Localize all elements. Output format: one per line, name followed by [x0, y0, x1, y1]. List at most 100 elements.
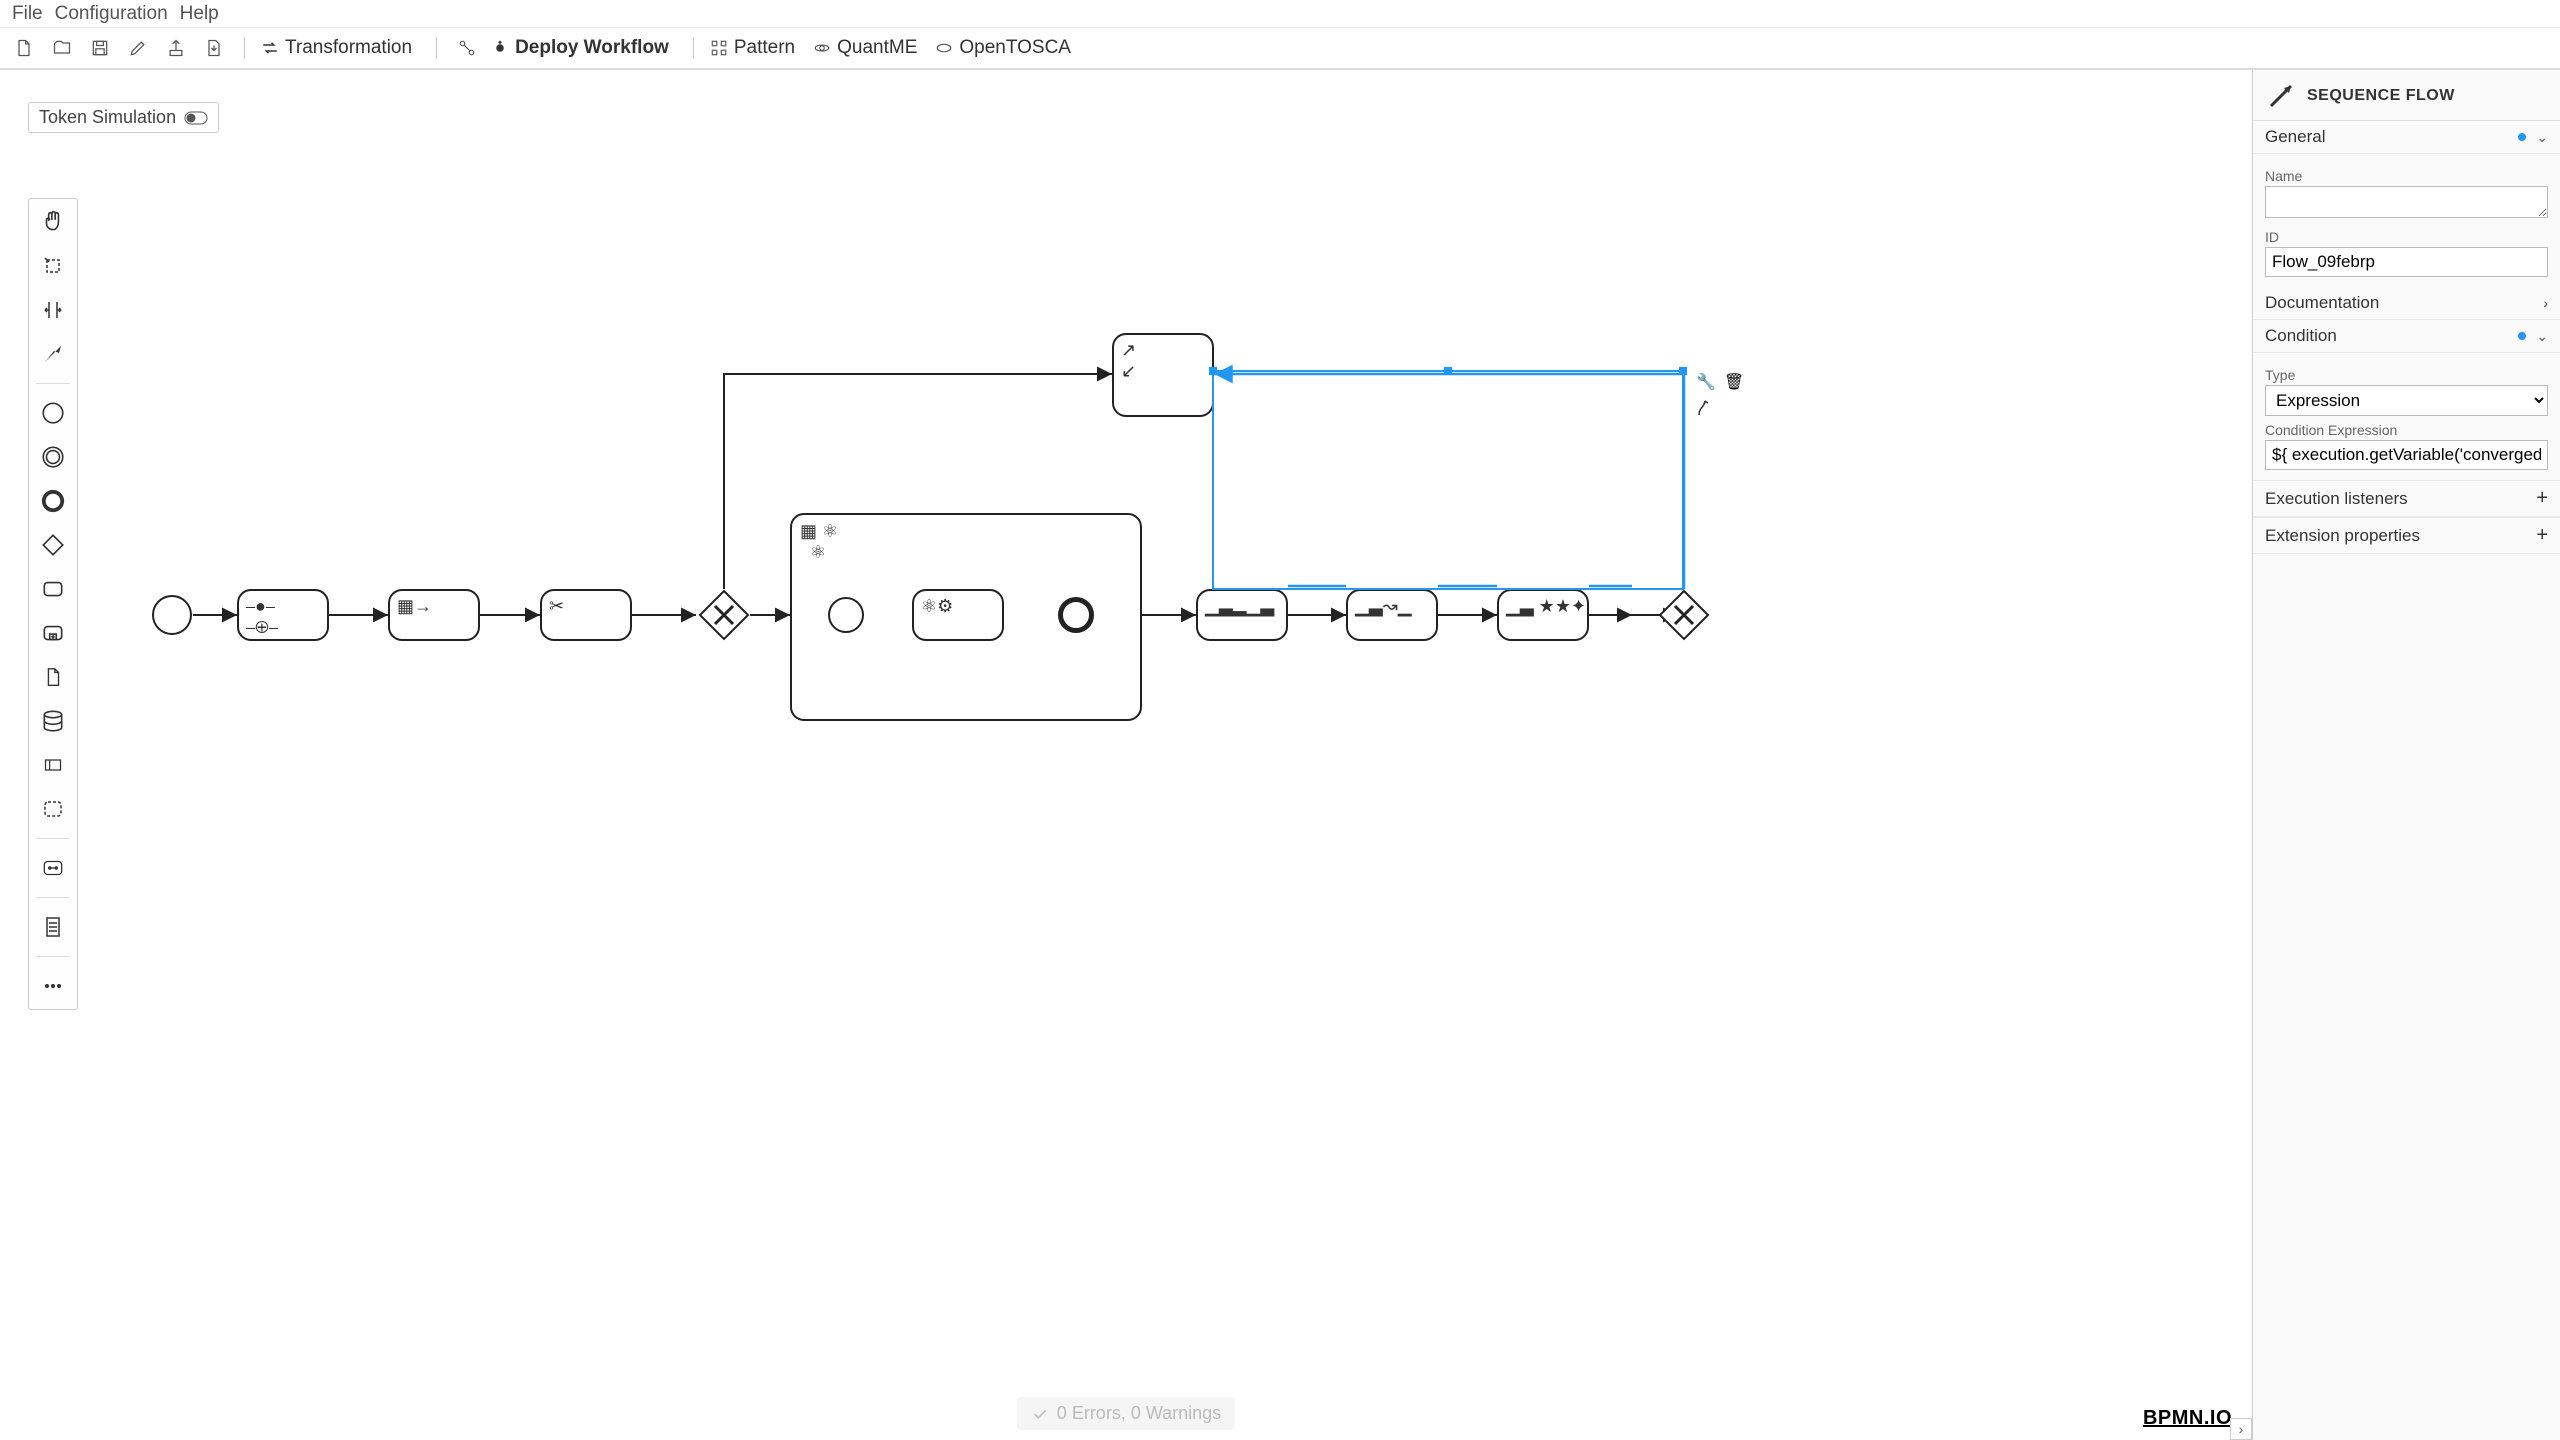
- properties-title: SEQUENCE FLOW: [2307, 87, 2455, 105]
- extension-properties-label: Extension properties: [2265, 526, 2420, 546]
- lasso-tool-icon[interactable]: [38, 251, 68, 281]
- subprocess-start-event[interactable]: [828, 597, 864, 633]
- check-icon: [1031, 1405, 1049, 1423]
- task-result-3[interactable]: ▁▃ ★★✦: [1497, 589, 1589, 641]
- section-general-header[interactable]: General ⌄: [2253, 121, 2560, 154]
- type-label: Type: [2265, 367, 2548, 383]
- save-icon[interactable]: [86, 34, 114, 62]
- group-icon[interactable]: [38, 794, 68, 824]
- extension-properties-row[interactable]: Extension properties +: [2253, 517, 2560, 554]
- toolbar-separator: [244, 37, 245, 59]
- id-label: ID: [2265, 229, 2548, 245]
- context-pad-2: [1694, 396, 1718, 420]
- section-condition-label: Condition: [2265, 326, 2337, 346]
- quantme-task-icon[interactable]: [38, 853, 68, 883]
- section-condition-header[interactable]: Condition ⌄: [2253, 320, 2560, 353]
- palette-separator: [36, 897, 70, 898]
- subprocess-task[interactable]: ⚛⚙: [912, 589, 1004, 641]
- end-event-icon[interactable]: [38, 486, 68, 516]
- pool-icon[interactable]: [38, 750, 68, 780]
- context-pad: 🔧 🗑: [1694, 370, 1746, 394]
- opentosca-label: OpenTOSCA: [959, 37, 1071, 59]
- modified-dot-icon: [2518, 332, 2526, 340]
- properties-panel: SEQUENCE FLOW General ⌄ Name ID Document…: [2252, 70, 2560, 1440]
- menu-configuration[interactable]: Configuration: [55, 3, 168, 25]
- circuit-icon: ⎯●⎯⎯⊕⎯: [246, 596, 278, 638]
- exclusive-gateway-2[interactable]: [1658, 589, 1710, 641]
- data-object-icon[interactable]: [38, 662, 68, 692]
- edit-icon[interactable]: [124, 34, 152, 62]
- collapsed-subprocess-top[interactable]: ↗↙: [1112, 333, 1214, 417]
- exclusive-gateway-1[interactable]: [698, 589, 750, 641]
- trash-icon[interactable]: 🗑: [1722, 370, 1746, 394]
- task-result-2[interactable]: ▁▃↝▁: [1346, 589, 1438, 641]
- pattern-label: Pattern: [734, 37, 795, 59]
- section-documentation-header[interactable]: Documentation ›: [2253, 287, 2560, 320]
- name-input[interactable]: [2265, 186, 2548, 218]
- bar-chart-icon: ▁▃↝▁: [1355, 596, 1412, 617]
- start-event-icon[interactable]: [38, 398, 68, 428]
- toolbar-separator: [693, 37, 694, 59]
- open-folder-icon[interactable]: [48, 34, 76, 62]
- map-icon: ▦→: [397, 596, 432, 617]
- start-event[interactable]: [152, 595, 192, 635]
- expression-input[interactable]: [2265, 440, 2548, 470]
- more-tools-icon[interactable]: [38, 971, 68, 1001]
- scissors-icon: ✂: [549, 596, 564, 617]
- section-documentation-label: Documentation: [2265, 293, 2379, 313]
- chevron-down-icon: ⌄: [2536, 328, 2548, 345]
- pattern-button[interactable]: Pattern: [710, 37, 795, 59]
- task-circuit-cutting[interactable]: ✂: [540, 589, 632, 641]
- task-result-1[interactable]: ▁▃▂▁▃: [1196, 589, 1288, 641]
- token-simulation-toggle[interactable]: Token Simulation: [28, 102, 219, 133]
- diagram-edges: [0, 70, 2252, 1440]
- expand-icon: ↗↙: [1121, 340, 1136, 382]
- connect-tool-icon[interactable]: [38, 339, 68, 369]
- transformation-button[interactable]: Transformation: [261, 37, 412, 59]
- deploy-workflow-button[interactable]: Deploy Workflow: [491, 37, 669, 59]
- task-circuit-loading[interactable]: ⎯●⎯⎯⊕⎯: [237, 589, 329, 641]
- hand-tool-icon[interactable]: [38, 207, 68, 237]
- quantme-label: QuantME: [837, 37, 917, 59]
- menu-file[interactable]: File: [12, 3, 43, 25]
- toolbar: Transformation Deploy Workflow Pattern Q…: [0, 28, 2560, 70]
- connect-icon[interactable]: [453, 34, 481, 62]
- palette-separator: [36, 956, 70, 957]
- wrench-icon[interactable]: 🔧: [1694, 370, 1718, 394]
- sequence-flow-icon[interactable]: [1694, 396, 1718, 420]
- gateway-icon[interactable]: [38, 530, 68, 560]
- lint-status[interactable]: 0 Errors, 0 Warnings: [1017, 1397, 1235, 1430]
- sequence-flow-icon: [2267, 82, 2295, 110]
- download-icon[interactable]: [200, 34, 228, 62]
- space-tool-icon[interactable]: [38, 295, 68, 325]
- type-select[interactable]: Expression: [2265, 385, 2548, 416]
- plus-icon[interactable]: +: [2536, 487, 2548, 510]
- task-icon[interactable]: [38, 574, 68, 604]
- chevron-right-icon: ›: [2543, 295, 2548, 311]
- minimap-toggle[interactable]: ›: [2230, 1418, 2252, 1440]
- bpmn-io-logo[interactable]: BPMN.IO: [2143, 1407, 2232, 1430]
- data-store-icon[interactable]: [38, 706, 68, 736]
- menu-bar: File Configuration Help: [0, 0, 2560, 28]
- quantme-button[interactable]: QuantME: [813, 37, 917, 59]
- plus-icon[interactable]: +: [2536, 524, 2548, 547]
- tool-palette: [28, 198, 78, 1010]
- palette-separator: [36, 838, 70, 839]
- gear-icon: ⚛⚙: [921, 596, 953, 617]
- lint-status-text: 0 Errors, 0 Warnings: [1057, 1403, 1221, 1424]
- toolbar-separator: [436, 37, 437, 59]
- subprocess-end-event[interactable]: [1058, 597, 1094, 633]
- id-input[interactable]: [2265, 247, 2548, 277]
- deploy-workflow-label: Deploy Workflow: [515, 37, 669, 59]
- transformation-label: Transformation: [285, 37, 412, 59]
- policy-icon[interactable]: [38, 912, 68, 942]
- intermediate-event-icon[interactable]: [38, 442, 68, 472]
- menu-help[interactable]: Help: [180, 3, 219, 25]
- new-file-icon[interactable]: [10, 34, 38, 62]
- execution-listeners-row[interactable]: Execution listeners +: [2253, 480, 2560, 517]
- subprocess-icon[interactable]: [38, 618, 68, 648]
- diagram-canvas[interactable]: Token Simulation: [0, 70, 2252, 1440]
- opentosca-button[interactable]: OpenTOSCA: [935, 37, 1071, 59]
- upload-icon[interactable]: [162, 34, 190, 62]
- task-data-mapping[interactable]: ▦→: [388, 589, 480, 641]
